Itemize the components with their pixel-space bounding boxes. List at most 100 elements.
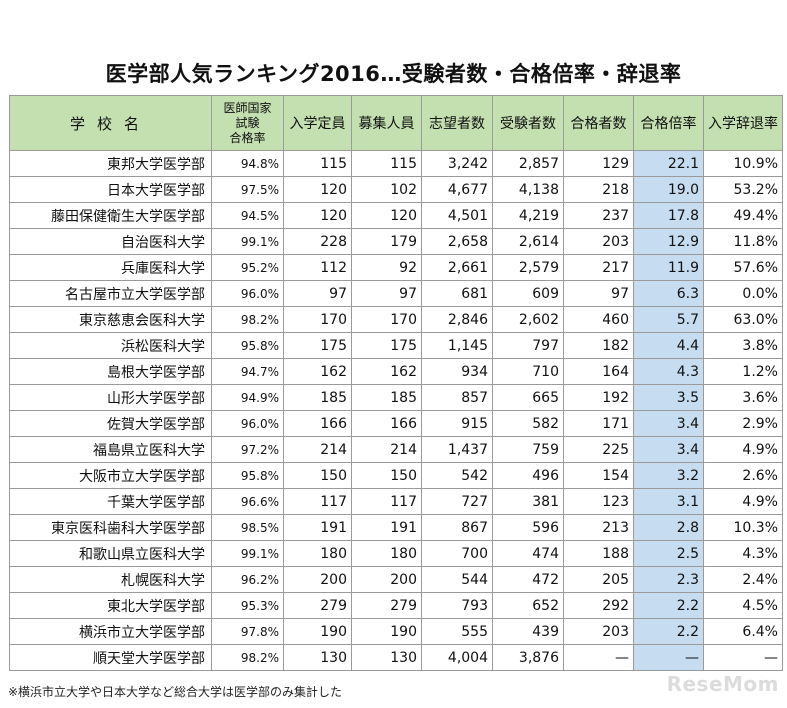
cell-applicants: 915 bbox=[421, 410, 493, 437]
table-row: 東京医科歯科大学医学部 98.5% 191 191 867 596 213 2.8 10.3% bbox=[9, 514, 783, 541]
cell-name: 東京医科歯科大学医学部 bbox=[9, 514, 212, 541]
cell-pass-rate: 97.2% bbox=[211, 436, 284, 463]
resemom-logo: ReseMom bbox=[666, 672, 779, 696]
cell-name: 東邦大学医学部 bbox=[9, 150, 212, 177]
cell-decline: 10.9% bbox=[703, 150, 783, 177]
cell-name: 日本大学医学部 bbox=[9, 176, 212, 203]
cell-recruit: 102 bbox=[351, 176, 422, 203]
cell-examinees: 3,876 bbox=[492, 644, 564, 671]
cell-name: 札幌医科大学 bbox=[9, 566, 212, 593]
cell-examinees: 710 bbox=[492, 358, 564, 385]
cell-capacity: 279 bbox=[283, 592, 352, 619]
footnote: ※横浜市立大学や日本大学など総合大学は医学部のみ集計した bbox=[8, 685, 343, 699]
cell-passers: 203 bbox=[563, 228, 634, 255]
cell-pass-rate: 95.8% bbox=[211, 462, 284, 489]
cell-ratio: 3.4 bbox=[633, 436, 704, 463]
cell-examinees: 2,579 bbox=[492, 254, 564, 281]
cell-capacity: 228 bbox=[283, 228, 352, 255]
cell-recruit: 166 bbox=[351, 410, 422, 437]
cell-passers: 225 bbox=[563, 436, 634, 463]
cell-decline: 4.3% bbox=[703, 540, 783, 567]
cell-recruit: 97 bbox=[351, 280, 422, 307]
cell-capacity: 175 bbox=[283, 332, 352, 359]
cell-name: 兵庫医科大学 bbox=[9, 254, 212, 281]
cell-ratio: 4.4 bbox=[633, 332, 704, 359]
cell-decline: 2.9% bbox=[703, 410, 783, 437]
cell-recruit: 190 bbox=[351, 618, 422, 645]
cell-examinees: 2,602 bbox=[492, 306, 564, 333]
cell-capacity: 166 bbox=[283, 410, 352, 437]
cell-pass-rate: 94.7% bbox=[211, 358, 284, 385]
header-decline: 入学辞退率 bbox=[703, 95, 783, 151]
table-row: 横浜市立大学医学部 97.8% 190 190 555 439 203 2.2 6.4% bbox=[9, 618, 783, 645]
cell-applicants: 4,004 bbox=[421, 644, 493, 671]
cell-pass-rate: 96.0% bbox=[211, 280, 284, 307]
table-row: 和歌山県立医科大学 99.1% 180 180 700 474 188 2.5 4.3% bbox=[9, 540, 783, 567]
cell-name: 大阪市立大学医学部 bbox=[9, 462, 212, 489]
cell-pass-rate: 97.8% bbox=[211, 618, 284, 645]
cell-pass-rate: 98.2% bbox=[211, 644, 284, 671]
cell-examinees: 496 bbox=[492, 462, 564, 489]
header-pass-rate-line3: 合格率 bbox=[229, 130, 266, 145]
cell-passers: 123 bbox=[563, 488, 634, 515]
cell-decline: 11.8% bbox=[703, 228, 783, 255]
cell-capacity: 170 bbox=[283, 306, 352, 333]
table-row: 札幌医科大学 96.2% 200 200 544 472 205 2.3 2.4% bbox=[9, 566, 783, 593]
cell-decline: 6.4% bbox=[703, 618, 783, 645]
cell-recruit: 185 bbox=[351, 384, 422, 411]
cell-recruit: 92 bbox=[351, 254, 422, 281]
cell-name: 順天堂大学医学部 bbox=[9, 644, 212, 671]
cell-ratio: 3.4 bbox=[633, 410, 704, 437]
cell-ratio: 4.3 bbox=[633, 358, 704, 385]
table-row: 東邦大学医学部 94.8% 115 115 3,242 2,857 129 22.1 10.9% bbox=[9, 150, 783, 177]
table-row: 東北大学医学部 95.3% 279 279 793 652 292 2.2 4.5% bbox=[9, 592, 783, 619]
cell-capacity: 120 bbox=[283, 202, 352, 229]
cell-decline: — bbox=[703, 644, 783, 671]
table-row: 藤田保健衛生大学医学部 94.5% 120 120 4,501 4,219 237 17.8 4… bbox=[9, 202, 783, 229]
cell-pass-rate: 94.5% bbox=[211, 202, 284, 229]
cell-examinees: 439 bbox=[492, 618, 564, 645]
cell-passers: 217 bbox=[563, 254, 634, 281]
cell-pass-rate: 96.2% bbox=[211, 566, 284, 593]
cell-passers: 192 bbox=[563, 384, 634, 411]
cell-passers: 237 bbox=[563, 202, 634, 229]
cell-examinees: 609 bbox=[492, 280, 564, 307]
table-body: 東邦大学医学部 94.8% 115 115 3,242 2,857 129 22.1 10.9%… bbox=[9, 150, 783, 671]
cell-passers: 205 bbox=[563, 566, 634, 593]
cell-decline: 63.0% bbox=[703, 306, 783, 333]
cell-capacity: 162 bbox=[283, 358, 352, 385]
cell-ratio: 2.2 bbox=[633, 618, 704, 645]
cell-applicants: 700 bbox=[421, 540, 493, 567]
cell-recruit: 117 bbox=[351, 488, 422, 515]
cell-capacity: 191 bbox=[283, 514, 352, 541]
cell-capacity: 130 bbox=[283, 644, 352, 671]
cell-examinees: 472 bbox=[492, 566, 564, 593]
cell-capacity: 185 bbox=[283, 384, 352, 411]
cell-pass-rate: 97.5% bbox=[211, 176, 284, 203]
cell-decline: 53.2% bbox=[703, 176, 783, 203]
cell-capacity: 115 bbox=[283, 150, 352, 177]
table-row: 島根大学医学部 94.7% 162 162 934 710 164 4.3 1.2% bbox=[9, 358, 783, 385]
cell-recruit: 179 bbox=[351, 228, 422, 255]
header-school: 学校名 bbox=[9, 95, 212, 151]
cell-decline: 4.9% bbox=[703, 436, 783, 463]
ranking-table: 学校名 医師国家 試験 合格率 入学定員 募集人員 志望者数 受験者数 合格者数… bbox=[9, 95, 783, 671]
table-row: 兵庫医科大学 95.2% 112 92 2,661 2,579 217 11.9 57.6% bbox=[9, 254, 783, 281]
cell-capacity: 117 bbox=[283, 488, 352, 515]
cell-decline: 57.6% bbox=[703, 254, 783, 281]
cell-recruit: 200 bbox=[351, 566, 422, 593]
cell-pass-rate: 96.6% bbox=[211, 488, 284, 515]
cell-recruit: 279 bbox=[351, 592, 422, 619]
table-row: 福島県立医科大学 97.2% 214 214 1,437 759 225 3.4 4.9% bbox=[9, 436, 783, 463]
cell-name: 横浜市立大学医学部 bbox=[9, 618, 212, 645]
header-ratio: 合格倍率 bbox=[633, 95, 704, 151]
cell-passers: 213 bbox=[563, 514, 634, 541]
cell-passers: 164 bbox=[563, 358, 634, 385]
table-row: 日本大学医学部 97.5% 120 102 4,677 4,138 218 19.0 53.2% bbox=[9, 176, 783, 203]
table-header-row: 学校名 医師国家 試験 合格率 入学定員 募集人員 志望者数 受験者数 合格者数… bbox=[9, 95, 783, 151]
cell-pass-rate: 96.0% bbox=[211, 410, 284, 437]
cell-passers: 129 bbox=[563, 150, 634, 177]
cell-ratio: 3.1 bbox=[633, 488, 704, 515]
cell-examinees: 759 bbox=[492, 436, 564, 463]
cell-applicants: 4,677 bbox=[421, 176, 493, 203]
